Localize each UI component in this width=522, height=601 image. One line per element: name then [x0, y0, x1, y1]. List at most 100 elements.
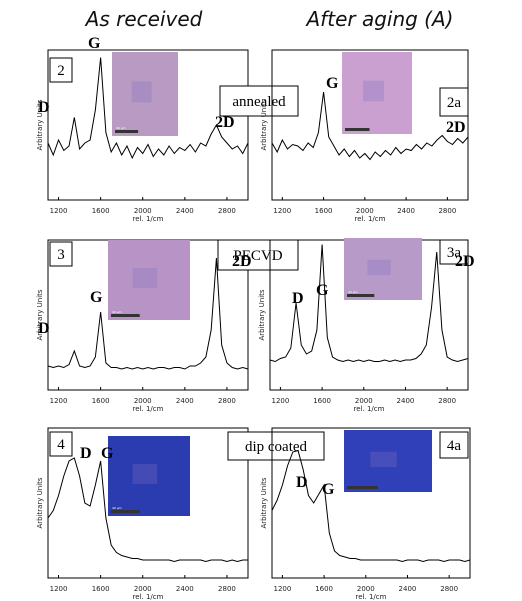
micrograph-texture [367, 259, 391, 276]
micrograph-texture [131, 81, 152, 103]
spectrum-line [271, 91, 469, 161]
peak-label: G [101, 445, 114, 462]
panel-label-box [49, 241, 73, 267]
x-tick-label: 2800 [440, 585, 458, 593]
panel-label-box [439, 431, 469, 459]
y-axis-label: Arbitrary Units [260, 99, 268, 150]
peak-label: 2D [215, 114, 235, 131]
annotation-box [219, 85, 299, 117]
x-tick-label: 2400 [176, 585, 194, 593]
annotation: annealed [232, 94, 286, 110]
y-axis-label: Arbitrary Units [258, 289, 266, 340]
peak-label: G [90, 289, 103, 306]
x-tick-label: 1600 [92, 397, 110, 405]
y-axis-label: Arbitrary Units [36, 477, 44, 528]
scale-label: 40 µm [112, 310, 122, 314]
x-tick-label: 2000 [134, 585, 152, 593]
x-tick-label: 2400 [176, 207, 194, 215]
panel-label-box [49, 431, 73, 457]
panel-label-box [49, 57, 73, 83]
peak-label: D [296, 474, 308, 491]
scale-bar [115, 130, 139, 133]
x-tick-label: 1600 [315, 585, 333, 593]
scale-label: 40 µm [348, 290, 358, 294]
x-tick-label: 1600 [92, 585, 110, 593]
panel-label: 2a [447, 95, 462, 111]
micrograph-inset [344, 238, 422, 300]
peak-label: D [80, 445, 92, 462]
peak-label: G [326, 75, 339, 92]
micrograph-texture [363, 80, 384, 102]
annotation-box [227, 431, 325, 461]
micrograph-inset [344, 430, 432, 492]
plot-frame [271, 49, 469, 201]
x-tick-label: 2000 [357, 585, 375, 593]
x-tick-label: 2000 [134, 207, 152, 215]
spectrum-line [271, 449, 471, 563]
x-tick-label: 2400 [399, 585, 417, 593]
peak-label: G [316, 282, 329, 299]
x-tick-label: 2800 [438, 207, 456, 215]
plot-frame [47, 427, 249, 579]
x-tick-label: 1600 [313, 397, 331, 405]
x-tick-label: 1600 [92, 207, 110, 215]
x-tick-label: 2800 [218, 207, 236, 215]
peak-label: 2D [446, 119, 466, 136]
scale-bar [345, 128, 370, 131]
column-title: After aging (A) [305, 7, 454, 31]
spectrum-line [47, 57, 249, 160]
spectrum-line [47, 457, 248, 563]
x-tick-label: 1200 [273, 207, 291, 215]
x-axis-label: rel. 1/cm [354, 405, 385, 413]
plot-frame [271, 427, 471, 579]
y-axis-label: Arbitrary Units [36, 99, 44, 150]
x-tick-label: 2800 [218, 397, 236, 405]
peak-label: D [292, 290, 304, 307]
x-axis-label: rel. 1/cm [355, 215, 386, 223]
x-axis-label: rel. 1/cm [133, 215, 164, 223]
panel-label: 2 [57, 63, 65, 79]
y-axis-label: Arbitrary Units [260, 477, 268, 528]
peak-label: 2D [232, 253, 252, 270]
plot-frame [47, 49, 249, 201]
x-tick-label: 1200 [50, 397, 68, 405]
x-tick-label: 1200 [274, 585, 292, 593]
x-tick-label: 2400 [397, 207, 415, 215]
x-axis-label: rel. 1/cm [133, 405, 164, 413]
column-title: As received [84, 7, 203, 31]
x-tick-label: 2400 [397, 397, 415, 405]
scale-label: 40 µm [116, 126, 126, 130]
panel-label: 4a [447, 438, 462, 454]
micrograph-texture [370, 451, 397, 468]
peak-label: G [322, 481, 335, 498]
micrograph-texture [132, 268, 158, 288]
y-axis-label: Arbitrary Units [36, 289, 44, 340]
panel-label: 4 [57, 437, 65, 453]
x-tick-label: 2800 [438, 397, 456, 405]
panel-label-box [439, 239, 469, 265]
micrograph-inset [112, 52, 178, 136]
micrograph-texture [132, 464, 158, 484]
peak-label: D [38, 320, 50, 337]
peak-label: G [88, 35, 101, 52]
annotation: dip coated [245, 439, 308, 455]
micrograph-inset [108, 240, 190, 320]
x-axis-label: rel. 1/cm [133, 593, 164, 601]
spectrum-line [269, 244, 469, 363]
scale-bar [111, 510, 140, 513]
panel-label-box [439, 87, 469, 117]
x-tick-label: 2000 [134, 397, 152, 405]
x-tick-label: 1200 [272, 397, 290, 405]
scale-bar [111, 314, 140, 317]
micrograph-inset [108, 436, 190, 516]
x-tick-label: 2800 [218, 585, 236, 593]
panel-label: 3 [57, 247, 65, 263]
annotation-box [217, 239, 299, 271]
x-tick-label: 1600 [315, 207, 333, 215]
peak-label: 2D [455, 253, 475, 270]
panel-label: 3a [447, 245, 462, 261]
x-tick-label: 2400 [176, 397, 194, 405]
scale-label: 40 µm [112, 506, 122, 510]
scale-bar [347, 294, 375, 297]
